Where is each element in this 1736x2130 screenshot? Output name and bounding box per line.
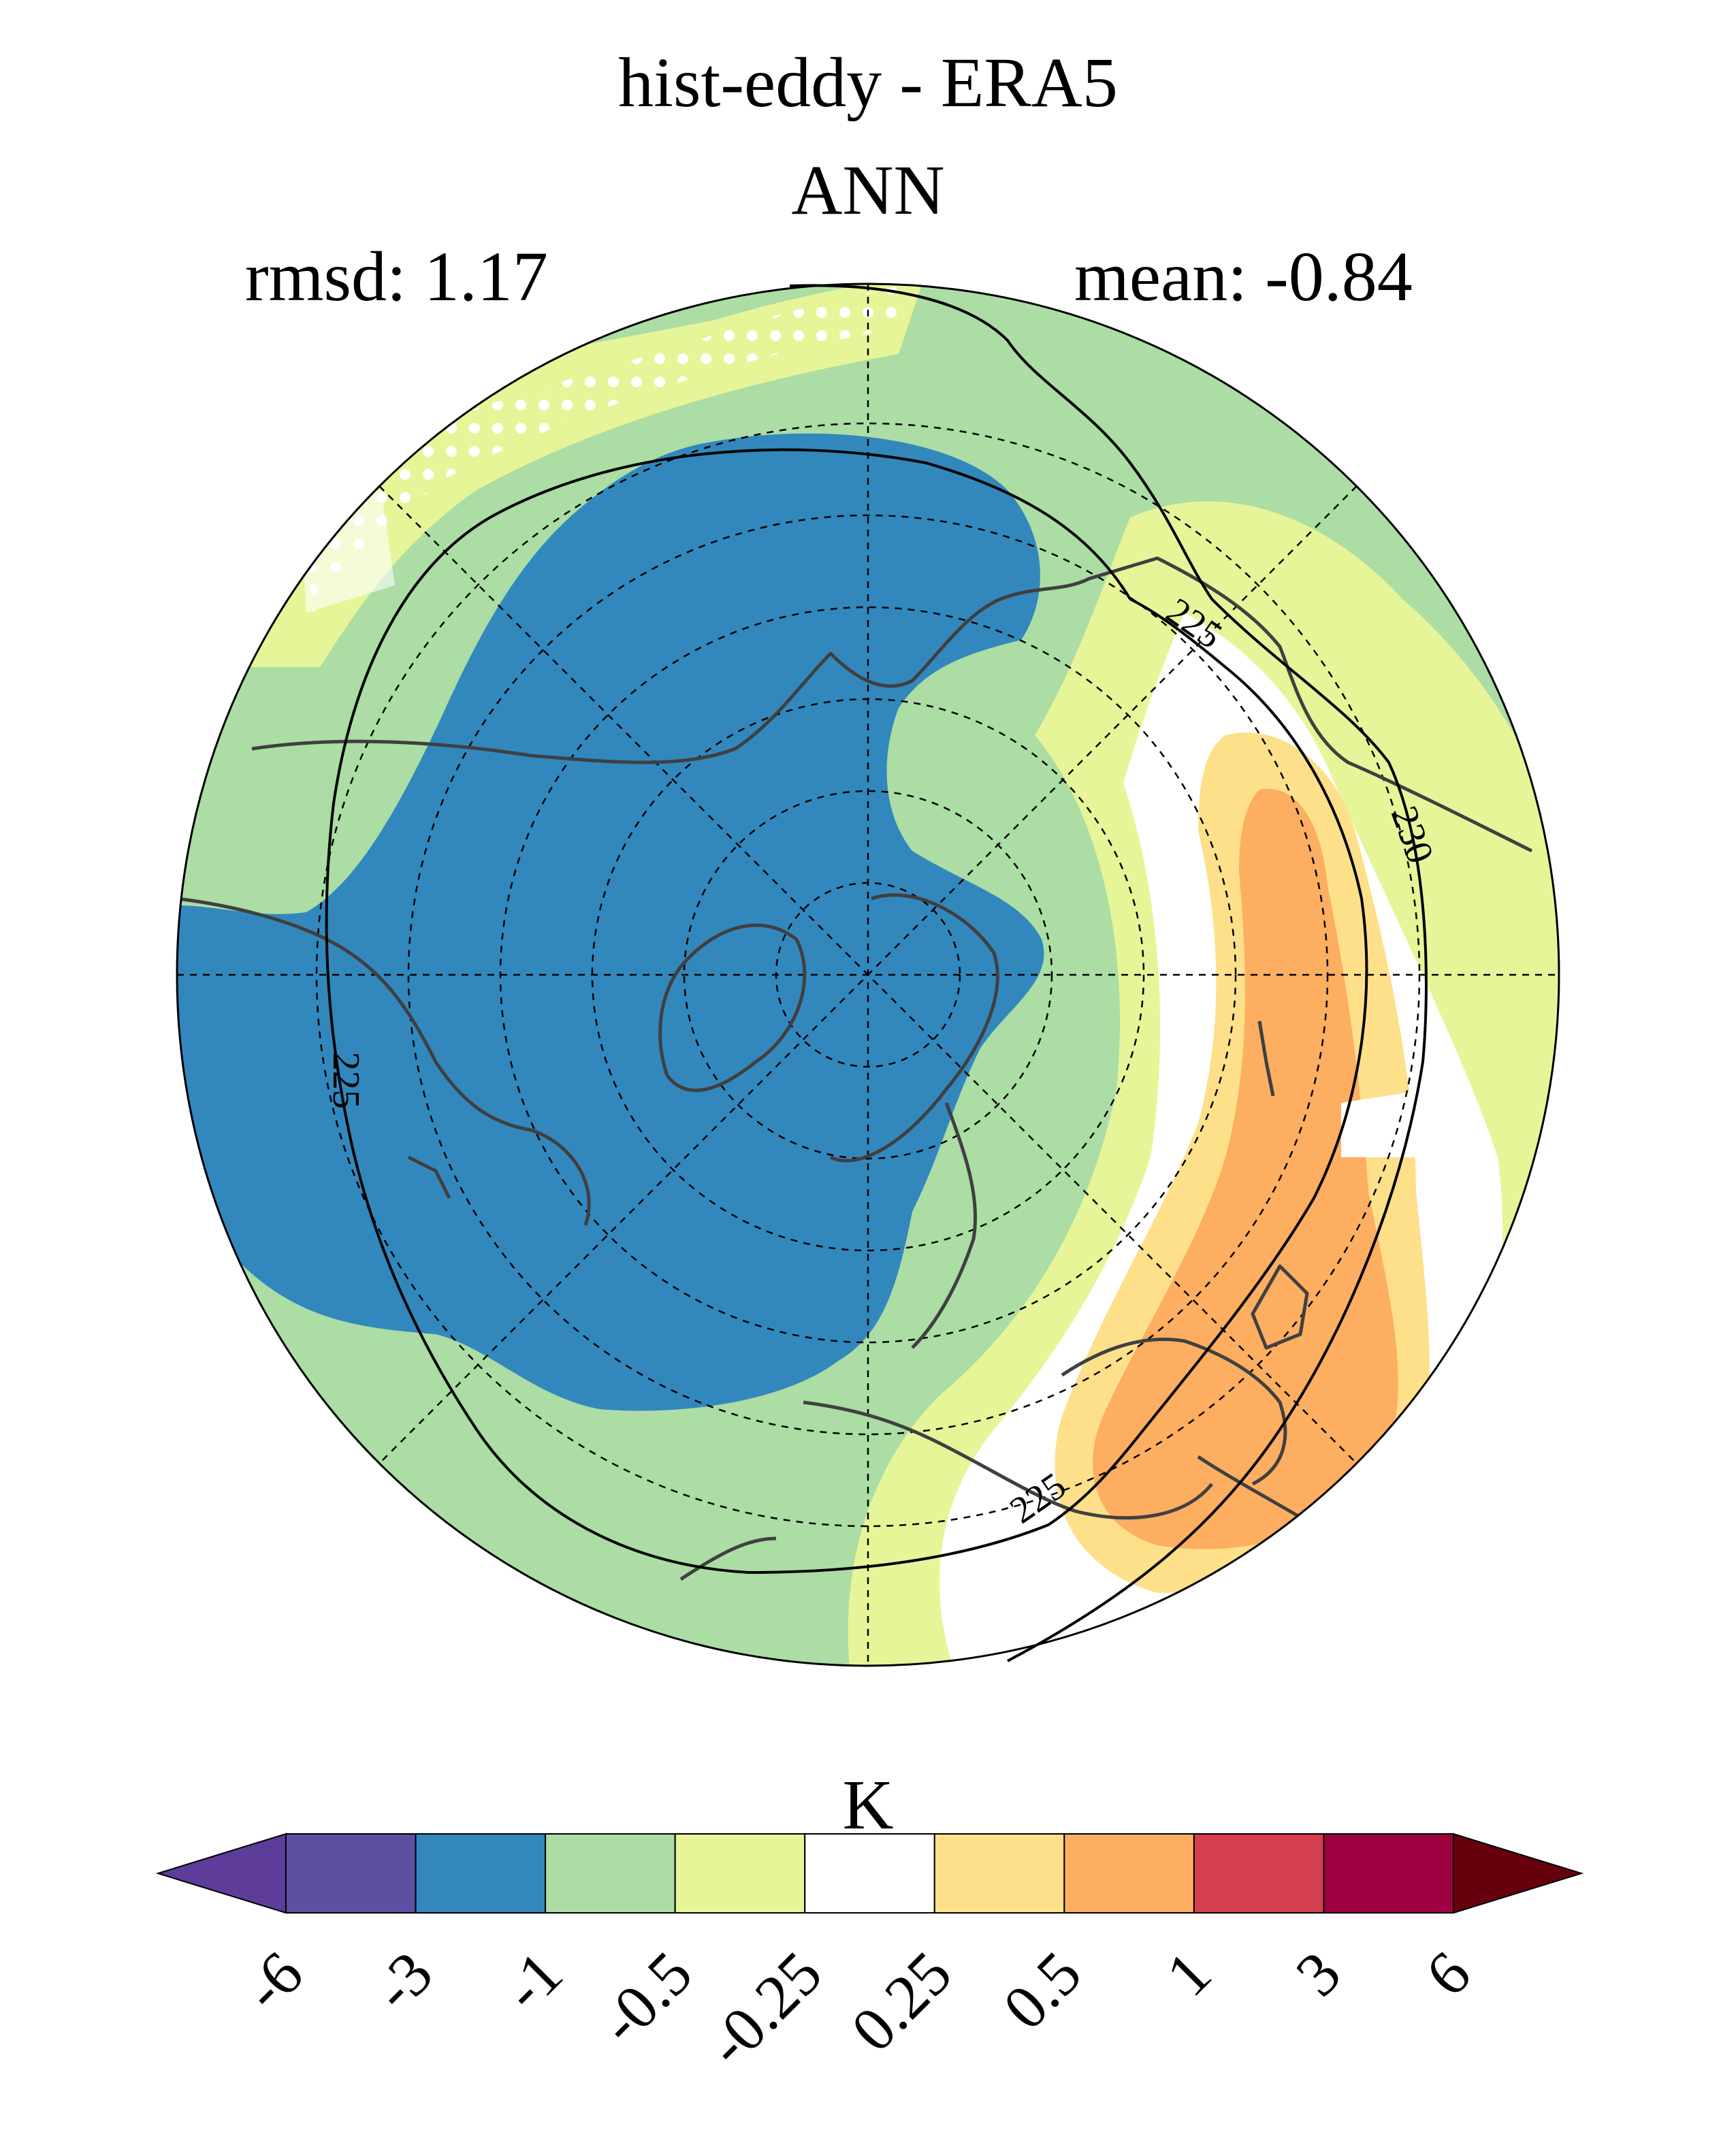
field-blue-arctic (177, 433, 1044, 1411)
coast-europe (803, 1400, 1213, 1520)
stipple-e (1348, 1096, 1423, 1150)
meridian (379, 485, 1357, 1464)
coast-island (407, 1155, 451, 1199)
colorbar-unit: K (842, 1766, 894, 1844)
coast-north-america-eurasia (251, 556, 1533, 853)
contour-230 (789, 284, 1428, 1662)
graticule (177, 284, 1559, 1666)
coast-greenland (658, 923, 807, 1093)
contours (325, 284, 1428, 1662)
season-label: ANN (791, 151, 945, 229)
rmsd-stat: rmsd: 1.17 (245, 238, 548, 316)
coast-siberia (177, 897, 591, 1226)
coast-caspian (1251, 1264, 1309, 1350)
contour-225 (325, 448, 1368, 1575)
coast-south (679, 1536, 777, 1581)
coast-atlantic (911, 1102, 978, 1349)
contour-label: 225 (325, 1052, 367, 1109)
map-border (176, 283, 1560, 1667)
lat-circle (407, 514, 1329, 1436)
coast-canada (829, 893, 999, 1163)
figure-title: hist-eddy - ERA5 (618, 44, 1118, 122)
lat-circle (683, 790, 1053, 1160)
mean-stat: mean: -0.84 (1074, 238, 1413, 316)
coast-lake (1257, 1020, 1275, 1097)
coast-mediterranean (1061, 1338, 1287, 1486)
coast-east (1482, 1293, 1496, 1430)
